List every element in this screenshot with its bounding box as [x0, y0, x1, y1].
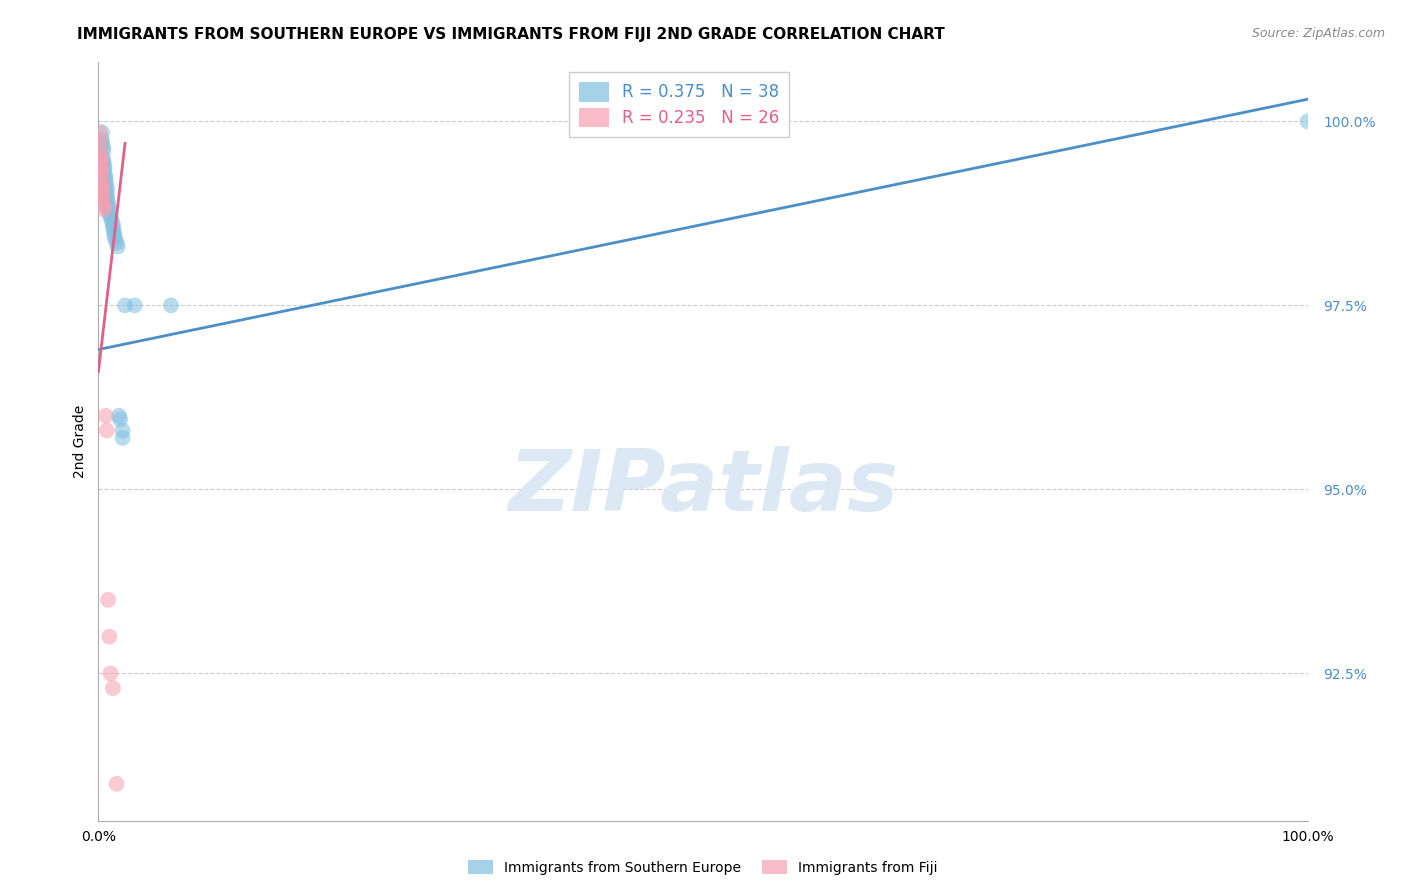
Text: ZIPatlas: ZIPatlas — [508, 445, 898, 529]
Point — [91, 144, 114, 158]
Point — [90, 154, 112, 169]
Point — [96, 184, 118, 198]
Point — [91, 192, 114, 206]
Point — [94, 409, 117, 423]
Point — [101, 221, 124, 235]
Point — [90, 162, 112, 177]
Point — [94, 173, 117, 187]
Point — [103, 228, 125, 243]
Point — [97, 592, 120, 607]
Point — [90, 151, 112, 165]
Point — [105, 235, 128, 250]
Point — [93, 166, 115, 180]
Point — [107, 239, 129, 253]
Point — [96, 192, 118, 206]
Point — [94, 177, 117, 191]
Point — [97, 195, 120, 210]
Point — [108, 409, 131, 423]
Point — [108, 412, 131, 426]
Legend: R = 0.375   N = 38, R = 0.235   N = 26: R = 0.375 N = 38, R = 0.235 N = 26 — [568, 72, 789, 137]
Point — [89, 140, 111, 154]
Point — [93, 202, 115, 217]
Point — [91, 151, 114, 165]
Point — [124, 298, 146, 312]
Point — [91, 125, 114, 139]
Point — [96, 180, 118, 194]
Point — [89, 133, 111, 147]
Point — [100, 210, 122, 224]
Point — [91, 133, 114, 147]
Point — [89, 125, 111, 139]
Point — [111, 431, 134, 445]
Point — [104, 232, 127, 246]
Point — [98, 206, 121, 220]
Point — [97, 199, 120, 213]
Point — [93, 159, 115, 173]
Point — [100, 213, 122, 227]
Text: Source: ZipAtlas.com: Source: ZipAtlas.com — [1251, 27, 1385, 40]
Point — [96, 424, 118, 438]
Legend: Immigrants from Southern Europe, Immigrants from Fiji: Immigrants from Southern Europe, Immigra… — [463, 855, 943, 880]
Point — [94, 169, 117, 184]
Point — [89, 147, 111, 161]
Point — [91, 177, 114, 191]
Point — [101, 218, 124, 232]
Point — [91, 184, 114, 198]
Point — [90, 159, 112, 173]
Text: IMMIGRANTS FROM SOUTHERN EUROPE VS IMMIGRANTS FROM FIJI 2ND GRADE CORRELATION CH: IMMIGRANTS FROM SOUTHERN EUROPE VS IMMIG… — [77, 27, 945, 42]
Point — [90, 169, 112, 184]
Point — [91, 199, 114, 213]
Point — [91, 154, 114, 169]
Point — [93, 162, 115, 177]
Point — [91, 140, 114, 154]
Point — [98, 630, 121, 644]
Point — [1296, 114, 1319, 128]
Point — [91, 188, 114, 202]
Point — [90, 166, 112, 180]
Y-axis label: 2nd Grade: 2nd Grade — [73, 405, 87, 478]
Point — [96, 188, 118, 202]
Point — [91, 195, 114, 210]
Point — [91, 136, 114, 151]
Point — [100, 666, 122, 681]
Point — [98, 202, 121, 217]
Point — [90, 173, 112, 187]
Point — [105, 777, 128, 791]
Point — [103, 225, 125, 239]
Point — [160, 298, 183, 312]
Point — [111, 424, 134, 438]
Point — [101, 681, 124, 695]
Point — [114, 298, 136, 312]
Point — [91, 180, 114, 194]
